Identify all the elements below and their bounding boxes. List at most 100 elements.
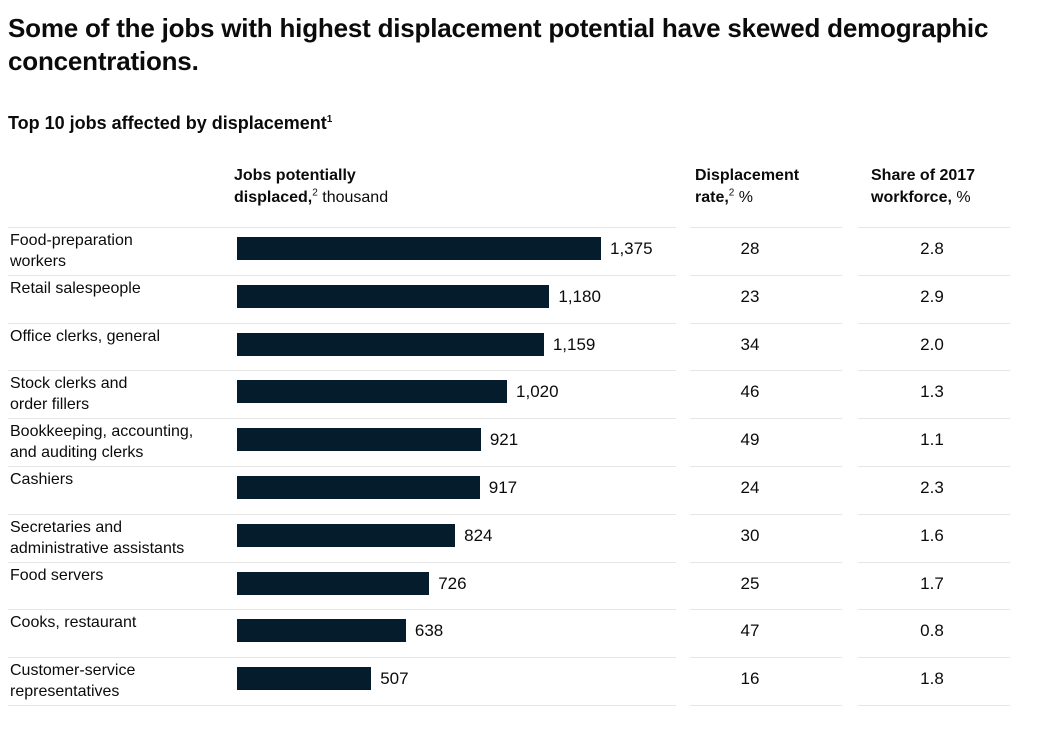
job-label: Retail salespeople [10, 279, 141, 297]
bar-jobs-displaced [237, 237, 601, 260]
displacement-rate-value: 34 [740, 334, 760, 354]
column-header-rate: Displacement rate,2 % [695, 165, 799, 209]
row-divider [8, 657, 676, 659]
displacement-rate-value: 30 [740, 525, 760, 545]
bar-value-label: 1,180 [558, 286, 601, 306]
column-header-rate-line2: rate, [695, 189, 729, 206]
job-label: Cooks, restaurant [10, 614, 137, 632]
displacement-rate-value: 16 [740, 669, 760, 689]
displacement-rate-value: 47 [740, 621, 760, 641]
workforce-share-value: 1.7 [920, 573, 944, 593]
workforce-share-value: 1.1 [920, 430, 944, 450]
column-header-jobs-unit: thousand [317, 189, 389, 206]
job-label: Stock clerks and order fillers [10, 375, 128, 414]
row-divider [858, 561, 1010, 563]
row-divider [858, 609, 1010, 611]
bar-jobs-displaced [237, 284, 550, 308]
row-divider [690, 274, 842, 276]
subtitle-footnote-marker: 1 [326, 114, 333, 125]
column-header-jobs-line2: displaced, [234, 189, 313, 206]
row-divider [8, 227, 676, 228]
row-divider [8, 609, 676, 611]
row-divider [858, 227, 1010, 228]
bar-jobs-displaced [237, 380, 508, 404]
column-header-jobs-footnote: 2 [312, 187, 318, 199]
row-divider [858, 370, 1010, 372]
chart-headline: Some of the jobs with highest displaceme… [8, 13, 989, 76]
displacement-rate-value: 46 [740, 382, 760, 402]
workforce-share-value: 1.8 [920, 669, 944, 689]
row-divider [8, 370, 676, 372]
workforce-share-value: 2.8 [920, 239, 944, 258]
workforce-share-value: 2.9 [920, 286, 944, 306]
row-divider [690, 418, 842, 420]
row-divider [690, 322, 842, 324]
row-divider [8, 513, 676, 515]
displacement-rate-value: 49 [740, 430, 760, 450]
row-divider [8, 274, 676, 276]
job-label: Secretaries and administrative assistant… [10, 518, 185, 557]
column-header-rate-unit: % [734, 189, 754, 206]
row-divider [8, 561, 676, 563]
row-divider [858, 274, 1010, 276]
job-label: Bookkeeping, accounting, and auditing cl… [10, 423, 194, 462]
bar-value-label: 1,020 [516, 382, 559, 402]
column-header-jobs-line1: Jobs potentially [234, 167, 356, 184]
displacement-rate-value: 23 [740, 286, 760, 306]
job-label: Customer-service representatives [10, 662, 136, 701]
bar-value-label: 726 [438, 573, 467, 593]
workforce-share-value: 1.6 [920, 525, 944, 545]
bar-jobs-displaced [237, 571, 430, 595]
bar-jobs-displaced [237, 428, 481, 452]
row-divider [690, 561, 842, 563]
row-divider [690, 227, 842, 228]
chart-subtitle-text: Top 10 jobs affected by displacement [8, 113, 327, 133]
displacement-rate-value: 28 [740, 239, 760, 258]
bar-jobs-displaced [237, 332, 544, 356]
workforce-share-value: 2.0 [920, 334, 944, 354]
row-divider [858, 657, 1010, 659]
row-divider [8, 418, 676, 420]
row-divider [858, 418, 1010, 420]
bar-value-label: 1,375 [610, 239, 653, 258]
row-divider [690, 609, 842, 611]
job-label: Food servers [10, 566, 104, 584]
bar-value-label: 917 [488, 478, 518, 497]
workforce-share-value: 0.8 [920, 621, 944, 641]
row-divider [858, 513, 1010, 515]
column-header-share-line1: Share of 2017 [871, 167, 976, 184]
bar-value-label: 638 [414, 621, 444, 641]
bar-jobs-displaced [237, 667, 372, 691]
row-divider [690, 657, 842, 659]
bar-value-label: 507 [380, 669, 409, 689]
row-divider [858, 322, 1010, 324]
workforce-share-value: 2.3 [920, 478, 944, 497]
bar-jobs-displaced [237, 619, 406, 643]
job-label: Cashiers [10, 471, 74, 488]
bar-jobs-displaced [237, 476, 480, 499]
displacement-rate-value: 24 [740, 478, 760, 497]
row-divider [8, 466, 676, 467]
row-divider [858, 466, 1010, 467]
column-header-share-line2: workforce, [871, 189, 952, 206]
bar-value-label: 921 [489, 430, 519, 450]
workforce-share-value: 1.3 [920, 382, 944, 402]
bar-value-label: 824 [464, 525, 493, 545]
bar-jobs-displaced [237, 523, 456, 547]
job-label: Office clerks, general [10, 327, 160, 345]
displacement-rate-value: 25 [740, 573, 760, 593]
bar-value-label: 1,159 [552, 334, 596, 354]
row-divider [690, 466, 842, 467]
row-divider [8, 705, 676, 706]
column-header-rate-line1: Displacement [695, 167, 800, 184]
row-divider [690, 513, 842, 515]
column-header-jobs: Jobs potentially displaced,2 thousand [234, 165, 388, 209]
row-divider [858, 705, 1010, 706]
chart-subtitle: Top 10 jobs affected by displacement1 [8, 113, 332, 134]
row-divider [8, 322, 676, 324]
row-divider [690, 705, 842, 706]
column-header-share: Share of 2017 workforce, % [871, 165, 975, 209]
row-divider [690, 370, 842, 372]
column-header-rate-footnote: 2 [728, 187, 735, 199]
column-header-share-unit: % [951, 189, 971, 206]
